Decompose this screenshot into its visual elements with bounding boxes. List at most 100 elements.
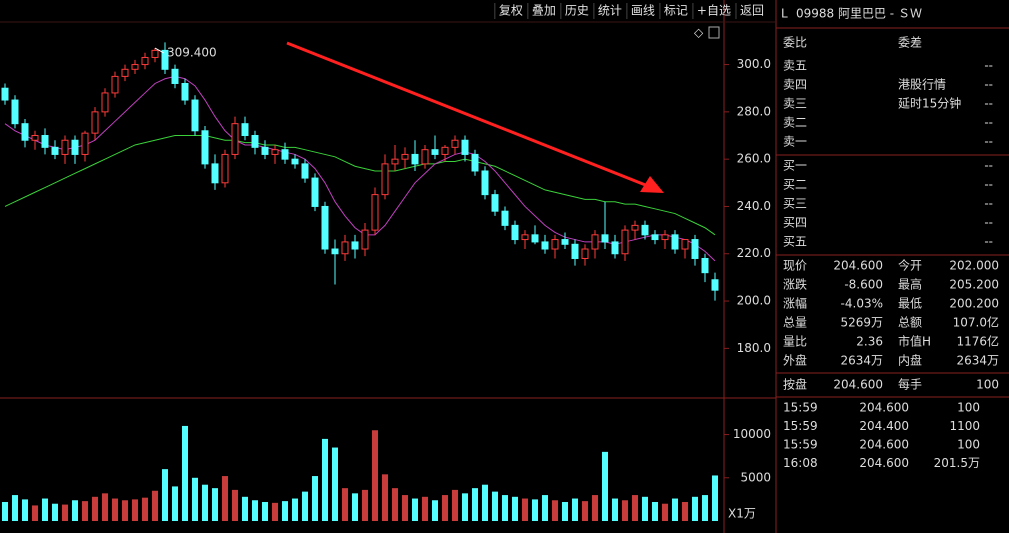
toolbar-button[interactable]: 叠加 [532, 4, 556, 18]
candle-body [291, 158, 299, 165]
candle-body [551, 239, 559, 250]
candle-body [661, 234, 669, 241]
volume-bar [682, 501, 688, 521]
volume-bar [302, 491, 308, 521]
stat-label: 总量 [783, 316, 807, 330]
book-level: 卖一 [783, 135, 807, 149]
volume-bar [132, 499, 138, 521]
book-value: -- [984, 135, 993, 149]
candle-body [141, 56, 149, 66]
y-tick-label: 5000 [740, 470, 771, 484]
stat-value: 107.0亿 [953, 315, 999, 330]
stat-value: 204.600 [833, 378, 883, 392]
volume-bar [632, 495, 638, 521]
toolbar-button[interactable]: +自选 [697, 4, 731, 18]
volume-bar [252, 500, 258, 521]
volume-bar [172, 486, 178, 521]
volume-bar [552, 500, 558, 521]
volume-bar [52, 503, 58, 521]
candle-body [51, 146, 59, 155]
candle-body [311, 177, 319, 207]
stat-value: 2634万 [956, 354, 999, 368]
book-value: -- [984, 59, 993, 73]
volume-bar [472, 488, 478, 521]
volume-bar [92, 496, 98, 521]
volume-bar [532, 499, 538, 521]
volume-bar [402, 495, 408, 521]
candle-body [121, 68, 129, 77]
moving-average [4, 135, 716, 236]
volume-bar [342, 488, 348, 521]
candle-body [561, 239, 569, 245]
candle-body [251, 135, 259, 148]
candle-body [501, 210, 509, 226]
label: 委差 [898, 36, 922, 50]
volume-bar [702, 495, 708, 521]
y-tick-label: 220.0 [737, 246, 771, 260]
stat-label: 最高 [898, 277, 922, 292]
candle-body [391, 158, 399, 165]
toolbar-button[interactable]: 复权 [499, 4, 523, 18]
book-value: -- [984, 78, 993, 92]
candle-body [231, 123, 239, 155]
stock-title: 09988 阿里巴巴 - ＳＷ [796, 7, 922, 21]
volume-bar [502, 495, 508, 521]
volume-bar [322, 438, 328, 521]
candle-body [321, 205, 329, 250]
candle-body [91, 111, 99, 134]
volume-bar [662, 503, 668, 521]
toolbar-button[interactable]: 标记 [664, 4, 688, 18]
candle-body [161, 49, 169, 70]
candle-body [171, 68, 179, 84]
candle-body [211, 163, 219, 184]
book-level: 买二 [783, 178, 807, 192]
volume-bar [112, 498, 118, 521]
stat-label: 量比 [783, 335, 807, 349]
candle-body [481, 170, 489, 196]
stat-value: 204.600 [833, 259, 883, 273]
candle-body [71, 139, 79, 155]
volume-bar [2, 501, 8, 521]
candle-body [281, 149, 289, 160]
stat-value: -4.03% [841, 297, 883, 311]
volume-bar [602, 451, 608, 521]
toolbar-button[interactable]: 画线 [631, 4, 655, 18]
trade-price: 204.400 [859, 419, 909, 433]
volume-bar [242, 496, 248, 521]
stat-label: 按盘 [783, 377, 807, 392]
stat-label: 外盘 [783, 353, 807, 368]
stat-label: 涨幅 [783, 296, 807, 311]
candle-body [21, 123, 29, 141]
candle-body [201, 130, 209, 165]
toolbar-button[interactable]: 返回 [740, 4, 764, 18]
candle-body [191, 99, 199, 132]
y-tick-label: 300.0 [737, 57, 771, 71]
candle-body [11, 99, 19, 125]
candle-body [461, 139, 469, 155]
toolbar-button[interactable]: 统计 [598, 4, 622, 18]
icon[interactable] [708, 26, 720, 39]
stat-value: 2.36 [856, 335, 883, 349]
candle-body [531, 234, 539, 243]
volume-bar [142, 497, 148, 521]
trend-arrow [286, 41, 649, 188]
candle-body [1, 87, 9, 101]
notice: 延时15分钟 [898, 96, 961, 111]
book-value: -- [984, 159, 993, 173]
volume-bar [612, 498, 618, 521]
candle-body [431, 149, 439, 155]
icon[interactable]: ◇ [694, 26, 704, 40]
stat-label: 今开 [898, 258, 922, 273]
candle-body [511, 224, 519, 241]
candle-body [371, 194, 379, 231]
candle-body [621, 229, 629, 255]
toolbar-button[interactable]: 历史 [565, 4, 589, 18]
candle-body [381, 163, 389, 196]
volume-bar [312, 476, 318, 521]
candle-body [61, 139, 69, 155]
volume-bar [372, 430, 378, 521]
candle-body [111, 75, 119, 94]
candle-body [81, 132, 89, 155]
book-value: -- [984, 178, 993, 192]
